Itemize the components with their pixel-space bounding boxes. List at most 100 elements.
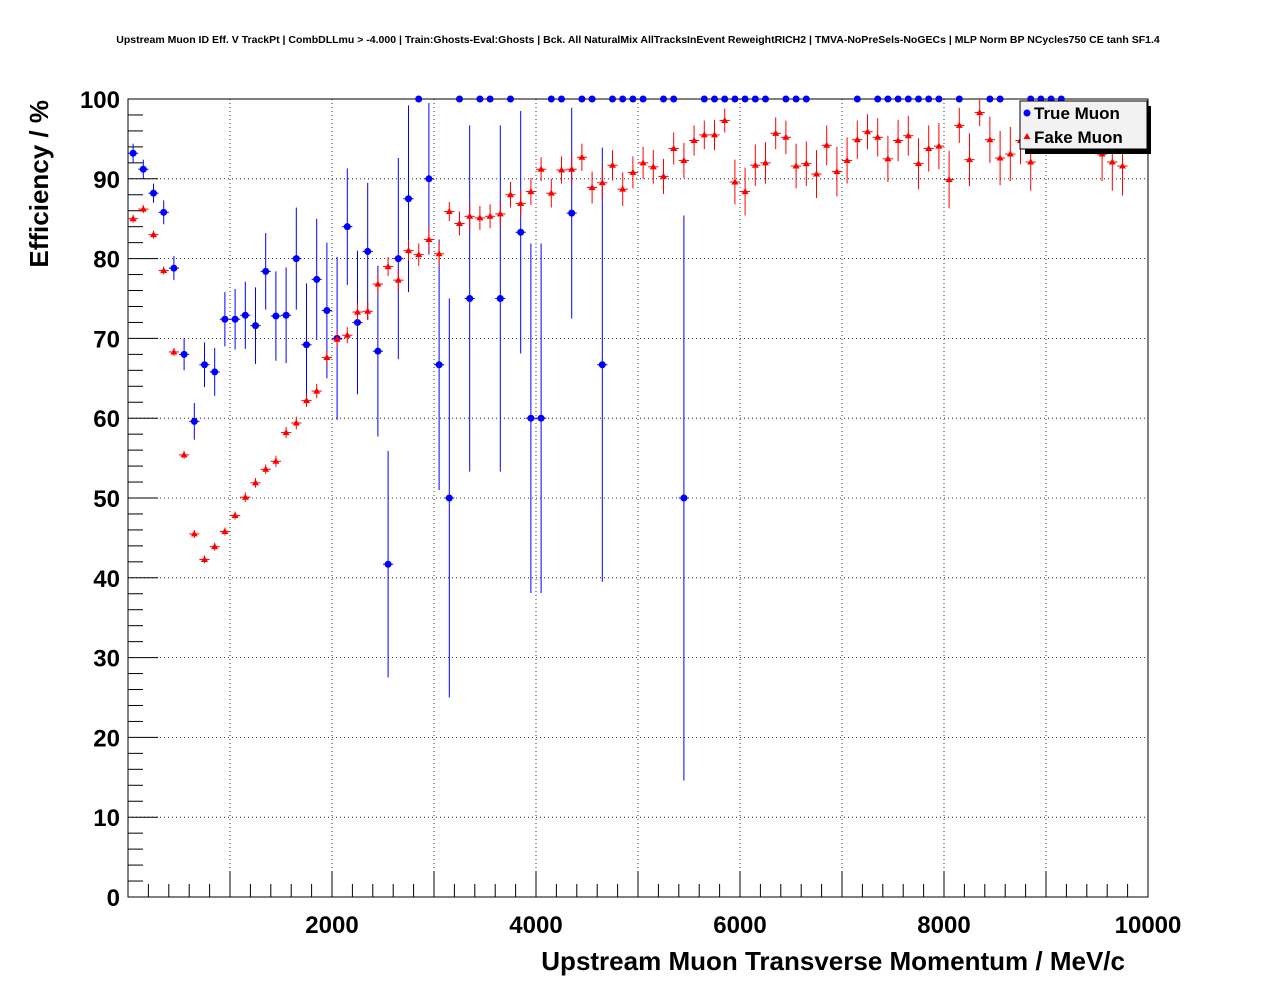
data-point <box>751 95 759 103</box>
data-point <box>384 263 392 270</box>
data-point <box>435 361 443 369</box>
data-point <box>303 341 310 349</box>
y-axis-title: Efficiency / % <box>24 100 54 268</box>
grid-lines <box>128 99 1148 897</box>
data-point <box>292 419 300 426</box>
data-point <box>394 276 402 283</box>
data-point <box>466 295 474 302</box>
data-point <box>568 209 576 217</box>
data-point <box>180 451 188 458</box>
data-point <box>660 95 667 103</box>
data-point <box>578 95 586 103</box>
data-point <box>802 160 810 167</box>
y-tick-label: 100 <box>80 87 120 114</box>
y-tick-label: 80 <box>93 247 120 274</box>
data-point <box>976 109 984 116</box>
data-point <box>1119 162 1126 169</box>
data-point <box>588 95 596 103</box>
legend-box <box>1019 100 1148 150</box>
data-point <box>782 133 790 140</box>
data-point <box>823 141 831 148</box>
data-point <box>629 168 637 175</box>
data-point <box>456 95 463 103</box>
data-point <box>762 159 769 166</box>
legend-fake-muon-marker <box>1023 133 1031 139</box>
data-point <box>670 144 678 151</box>
data-point <box>782 95 790 103</box>
data-point <box>139 205 147 212</box>
data-point <box>150 189 157 197</box>
y-tick-label: 30 <box>93 646 120 673</box>
data-point <box>955 95 963 103</box>
data-point <box>762 95 769 103</box>
data-point <box>802 95 810 103</box>
data-point <box>527 414 535 422</box>
data-point <box>170 348 178 355</box>
series-fake-muon <box>128 99 1128 564</box>
x-tick-label: 6000 <box>713 912 766 939</box>
y-tick-labels: 0 10 20 30 40 50 60 70 80 90 100 <box>80 87 120 912</box>
y-tick-label: 90 <box>93 167 120 194</box>
x-tick-label: 10000 <box>1115 912 1182 939</box>
data-point <box>874 133 882 140</box>
data-point <box>843 156 851 163</box>
data-point <box>547 189 555 196</box>
data-point <box>1006 150 1014 157</box>
data-point <box>231 315 239 323</box>
data-point <box>282 429 290 436</box>
data-point <box>945 176 953 183</box>
data-point <box>1108 158 1116 165</box>
data-point <box>190 530 198 537</box>
data-point <box>507 95 514 103</box>
data-point <box>986 136 994 143</box>
data-point <box>619 95 627 103</box>
data-point <box>609 161 616 168</box>
chart-title: Upstream Muon ID Eff. V TrackPt | CombDL… <box>116 34 1160 46</box>
data-point <box>588 184 596 191</box>
data-point <box>384 560 392 568</box>
data-point <box>486 212 494 219</box>
data-point <box>935 95 943 103</box>
data-point <box>853 136 861 143</box>
data-point <box>904 132 912 139</box>
data-point <box>690 136 698 143</box>
y-tick-label: 60 <box>93 406 120 433</box>
data-point <box>711 95 718 103</box>
data-point <box>221 528 229 535</box>
data-point <box>721 117 729 124</box>
data-point <box>486 95 494 103</box>
data-point <box>354 308 361 315</box>
y-tick-label: 10 <box>93 805 120 832</box>
data-point <box>537 414 545 422</box>
data-point <box>813 170 820 177</box>
data-point <box>639 159 647 166</box>
data-point <box>445 208 453 215</box>
data-point <box>772 129 780 136</box>
data-point <box>241 311 249 319</box>
x-tick-label: 2000 <box>305 912 358 939</box>
data-point <box>262 267 270 275</box>
data-point <box>201 361 208 369</box>
data-point <box>507 191 514 198</box>
data-point <box>558 166 565 173</box>
data-point <box>700 95 708 103</box>
data-point <box>884 155 892 162</box>
data-point <box>313 275 321 283</box>
data-point <box>466 212 474 219</box>
data-point <box>660 172 667 179</box>
data-point <box>221 315 229 323</box>
data-point <box>731 178 739 185</box>
data-point <box>955 121 963 128</box>
data-point <box>966 156 973 163</box>
data-point <box>915 160 922 167</box>
data-point <box>741 95 749 103</box>
data-point <box>547 95 555 103</box>
y-tick-label: 0 <box>107 885 120 912</box>
x-axis-title: Upstream Muon Transverse Momentum / MeV/… <box>541 946 1125 976</box>
data-point <box>537 165 545 172</box>
data-point <box>996 154 1004 161</box>
data-point <box>751 161 759 168</box>
data-series <box>128 95 1128 781</box>
data-point <box>405 195 412 203</box>
data-point <box>721 95 729 103</box>
